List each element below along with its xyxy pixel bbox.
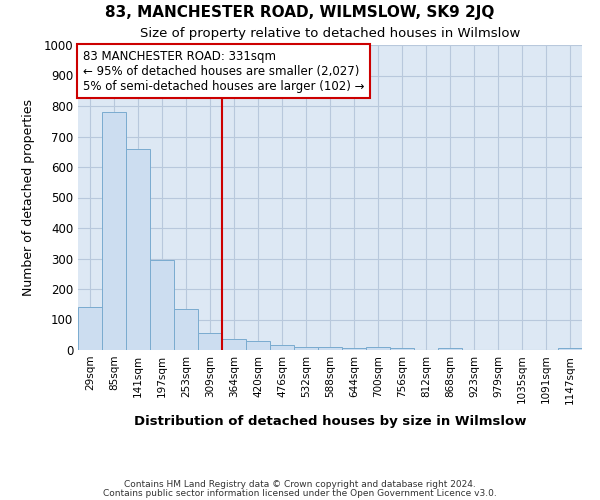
Text: Contains HM Land Registry data © Crown copyright and database right 2024.: Contains HM Land Registry data © Crown c… <box>124 480 476 489</box>
Bar <box>270 346 294 350</box>
Bar <box>174 309 198 350</box>
Bar <box>342 348 366 350</box>
Text: 83, MANCHESTER ROAD, WILMSLOW, SK9 2JQ: 83, MANCHESTER ROAD, WILMSLOW, SK9 2JQ <box>106 5 494 20</box>
Bar <box>390 348 414 350</box>
Bar <box>126 148 150 350</box>
Bar <box>150 260 174 350</box>
Title: Size of property relative to detached houses in Wilmslow: Size of property relative to detached ho… <box>140 26 520 40</box>
Text: 83 MANCHESTER ROAD: 331sqm
← 95% of detached houses are smaller (2,027)
5% of se: 83 MANCHESTER ROAD: 331sqm ← 95% of deta… <box>83 50 365 92</box>
Bar <box>102 112 126 350</box>
Bar <box>366 347 390 350</box>
Bar <box>78 308 102 350</box>
Y-axis label: Number of detached properties: Number of detached properties <box>22 99 35 296</box>
Bar <box>438 348 462 350</box>
Bar <box>198 333 222 350</box>
Bar <box>558 348 582 350</box>
Bar <box>246 341 270 350</box>
Bar <box>294 347 318 350</box>
Bar <box>318 347 342 350</box>
Bar <box>222 340 246 350</box>
Text: Contains public sector information licensed under the Open Government Licence v3: Contains public sector information licen… <box>103 489 497 498</box>
X-axis label: Distribution of detached houses by size in Wilmslow: Distribution of detached houses by size … <box>134 414 526 428</box>
